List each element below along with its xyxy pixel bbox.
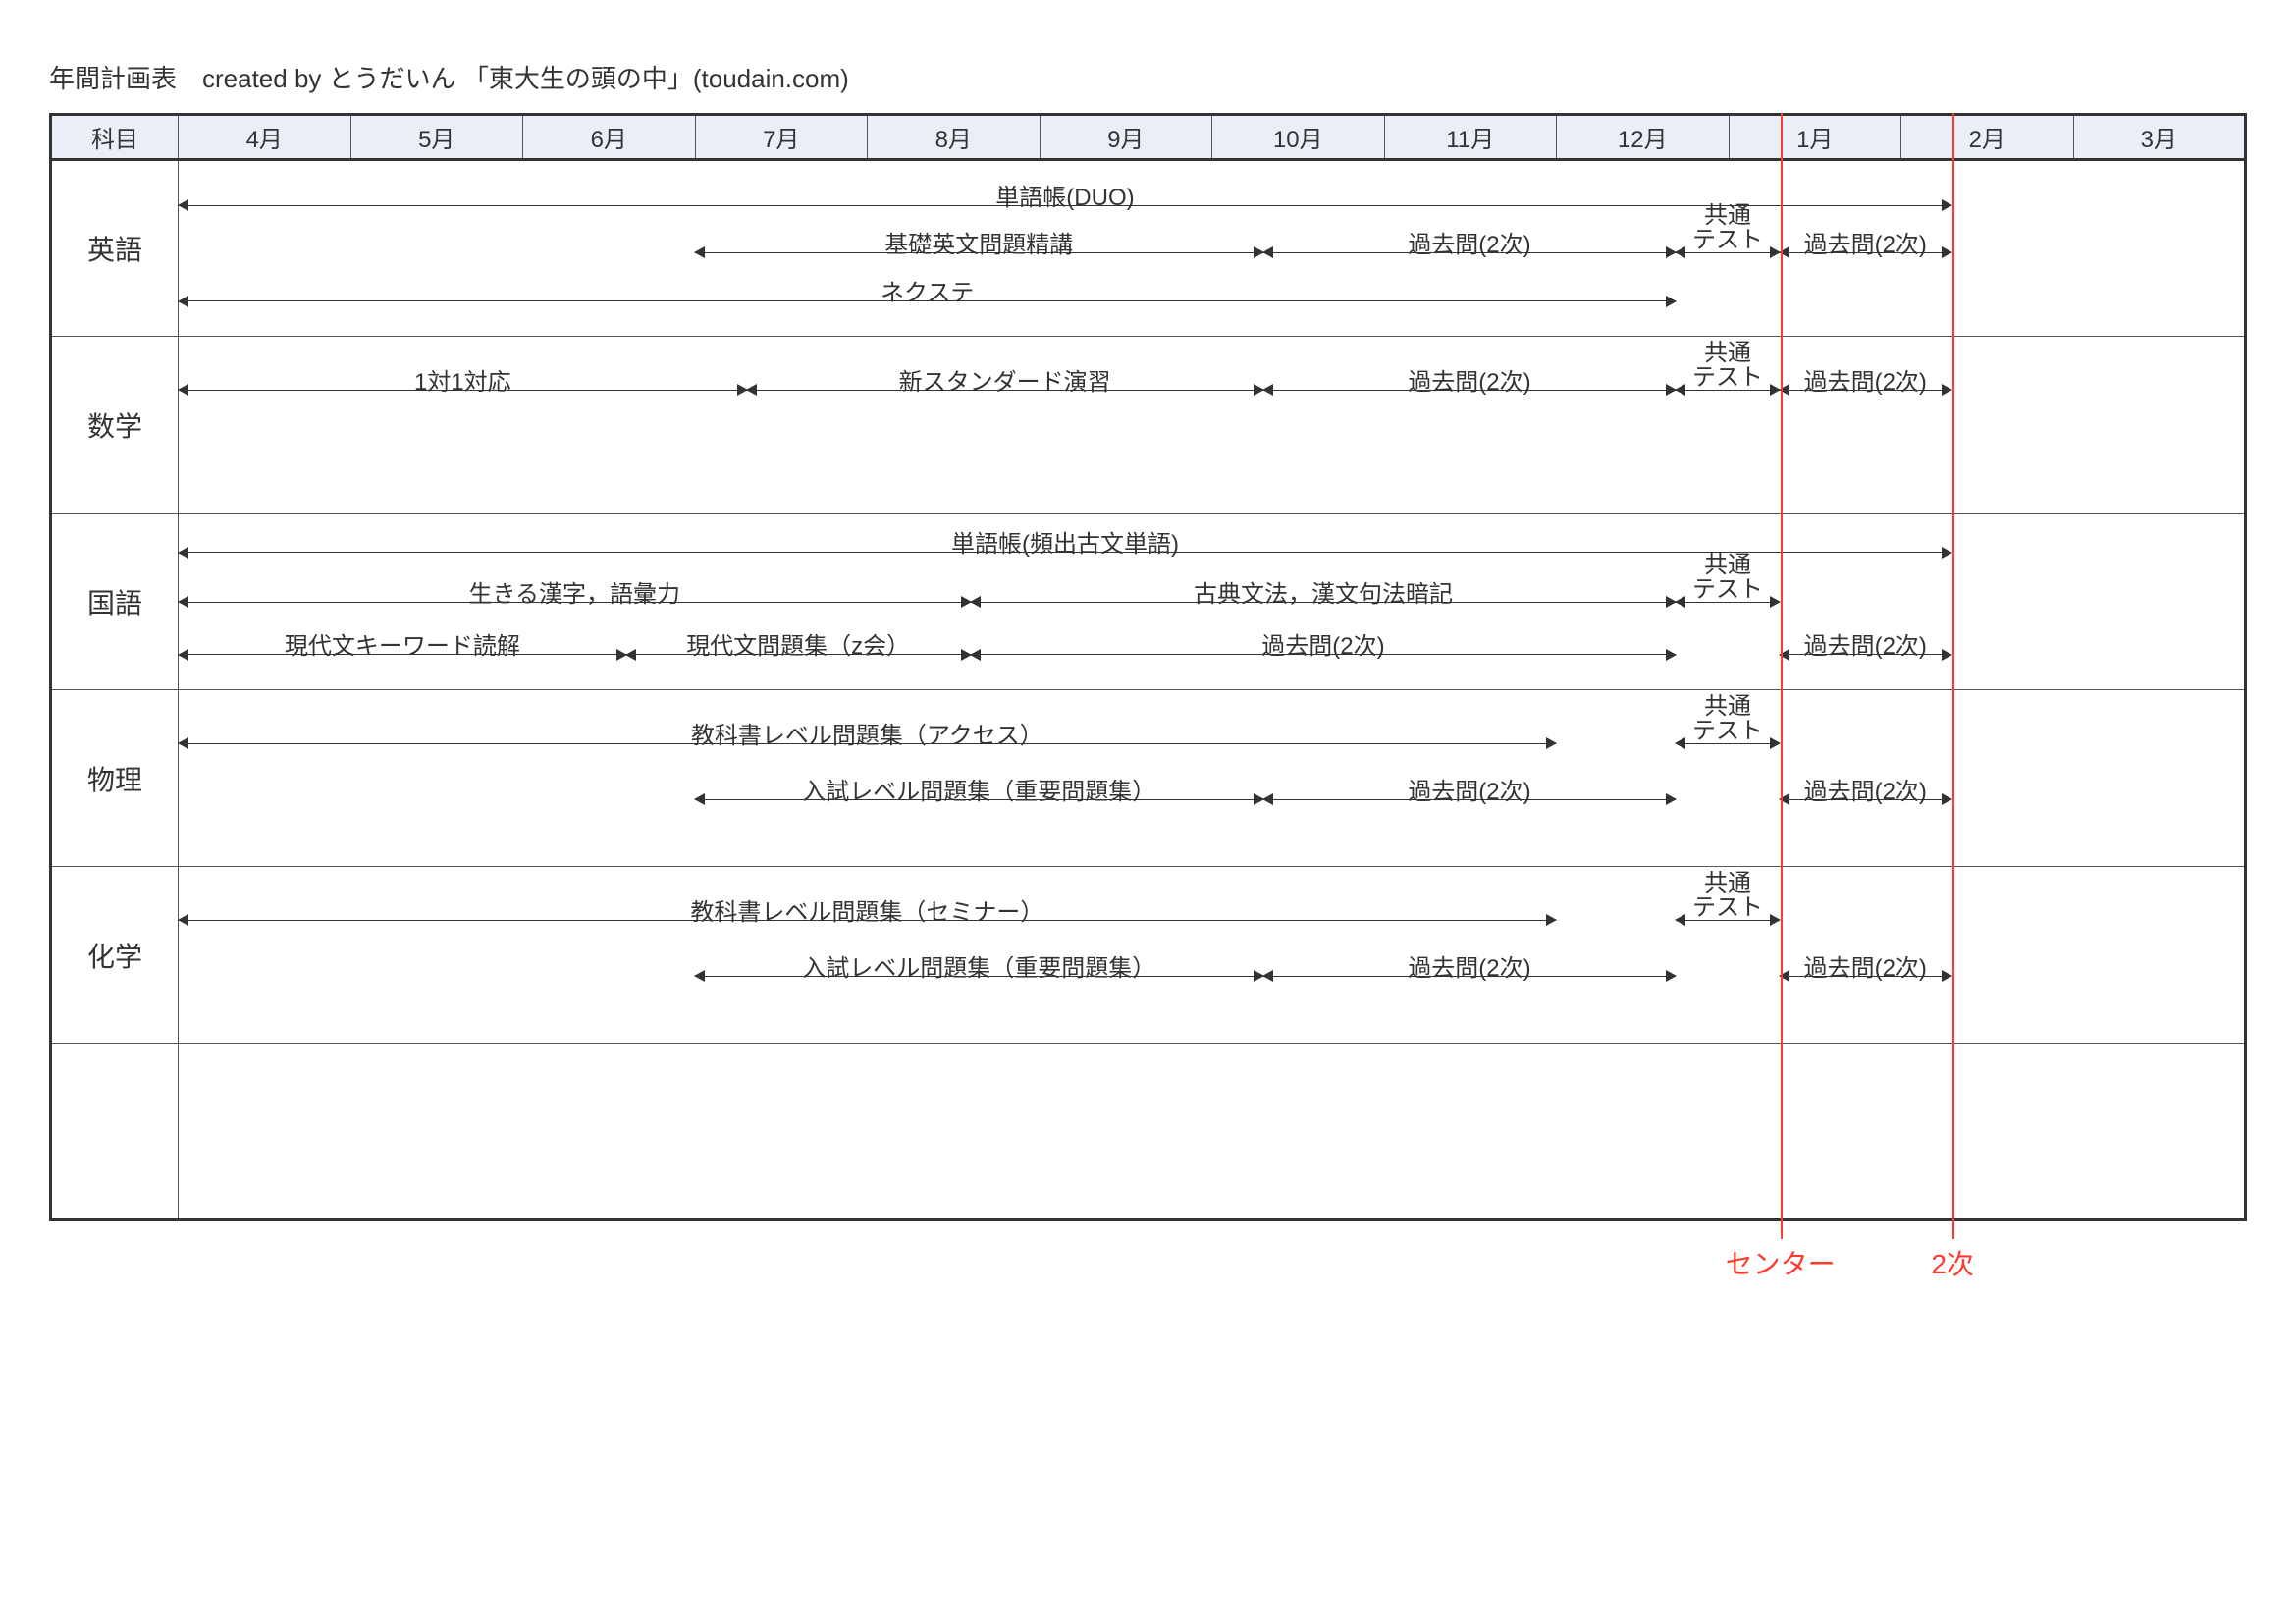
gantt-chart: 科目4月5月6月7月8月9月10月11月12月1月2月3月 英語単語帳(DUO)… [49, 113, 2247, 1221]
gantt-bar-label: 現代文キーワード読解 [285, 626, 520, 661]
gantt-bar-label: 過去問(2次) [1804, 225, 1927, 259]
gantt-bar-label: 過去問(2次) [1804, 948, 1927, 983]
subject-cell: 物理 [51, 690, 179, 867]
timeline-cell: 教科書レベル問題集（セミナー）共通テスト入試レベル問題集（重要問題集）過去問(2… [179, 867, 2246, 1044]
month-header: 4月 [179, 115, 351, 160]
gantt-bar: 教科書レベル問題集（アクセス） [179, 743, 1556, 744]
gantt-bar-label: 過去問(2次) [1804, 362, 1927, 397]
gantt-table: 科目4月5月6月7月8月9月10月11月12月1月2月3月 英語単語帳(DUO)… [49, 113, 2247, 1221]
header-row: 科目4月5月6月7月8月9月10月11月12月1月2月3月 [51, 115, 2246, 160]
gantt-bar: 過去問(2次) [1780, 654, 1951, 655]
gantt-bar: 過去問(2次) [1780, 390, 1951, 391]
gantt-bar-label: 入試レベル問題集（重要問題集） [802, 948, 1155, 983]
gantt-bar-label: 共通テスト [1692, 203, 1763, 252]
gantt-bar: 入試レベル問題集（重要問題集） [695, 799, 1263, 800]
gantt-bar-label: 共通テスト [1692, 871, 1763, 920]
gantt-bar-label: 過去問(2次) [1408, 948, 1530, 983]
gantt-bar: 共通テスト [1676, 252, 1779, 253]
gantt-bar: 過去問(2次) [1263, 976, 1677, 977]
gantt-bar: 生きる漢字，語彙力 [179, 602, 971, 603]
gantt-bar: 入試レベル問題集（重要問題集） [695, 976, 1263, 977]
month-header: 10月 [1212, 115, 1385, 160]
gantt-bar: 過去問(2次) [1263, 252, 1677, 253]
subject-cell: 国語 [51, 514, 179, 690]
timeline-cell [179, 1044, 2246, 1220]
month-header: 11月 [1384, 115, 1557, 160]
gantt-bar: 過去問(2次) [1263, 390, 1677, 391]
gantt-bar: 現代文キーワード読解 [179, 654, 626, 655]
gantt-bar-label: 入試レベル問題集（重要問題集） [802, 772, 1155, 806]
month-header: 3月 [2073, 115, 2246, 160]
month-header: 12月 [1557, 115, 1730, 160]
gantt-bar-label: 過去問(2次) [1408, 362, 1530, 397]
gantt-bar: 現代文問題集（z会） [626, 654, 971, 655]
subject-row: 物理教科書レベル問題集（アクセス）共通テスト入試レベル問題集（重要問題集）過去問… [51, 690, 2246, 867]
subject-cell: 英語 [51, 160, 179, 337]
gantt-bar-label: 単語帳(DUO) [995, 178, 1134, 212]
gantt-bar: 共通テスト [1676, 920, 1779, 921]
gantt-bar: 古典文法，漢文句法暗記 [971, 602, 1677, 603]
subject-row: 国語単語帳(頻出古文単語)生きる漢字，語彙力古典文法，漢文句法暗記共通テスト現代… [51, 514, 2246, 690]
gantt-bar: 過去問(2次) [1780, 976, 1951, 977]
gantt-bar-label: 過去問(2次) [1408, 772, 1530, 806]
gantt-bar-label: 過去問(2次) [1804, 772, 1927, 806]
month-header: 5月 [350, 115, 523, 160]
page-title: 年間計画表 created by とうだいん 「東大生の頭の中」(toudain… [49, 59, 2247, 95]
deadline-label: センター [1726, 1243, 1836, 1282]
gantt-bar-label: 過去問(2次) [1408, 225, 1530, 259]
timeline-cell: 単語帳(DUO)基礎英文問題精講過去問(2次)共通テスト過去問(2次)ネクステ [179, 160, 2246, 337]
gantt-bar: 過去問(2次) [971, 654, 1677, 655]
timeline-cell: 1対1対応新スタンダード演習過去問(2次)共通テスト過去問(2次) [179, 337, 2246, 514]
month-header: 2月 [1901, 115, 2074, 160]
deadline-line [1781, 113, 1783, 1239]
gantt-bar: 過去問(2次) [1780, 799, 1951, 800]
gantt-bar-label: 過去問(2次) [1261, 626, 1384, 661]
gantt-bar: 共通テスト [1676, 743, 1779, 744]
subject-header: 科目 [51, 115, 179, 160]
gantt-bar-label: 共通テスト [1692, 341, 1763, 390]
gantt-bar-label: 生きる漢字，語彙力 [469, 574, 681, 609]
gantt-bar-label: 現代文問題集（z会） [686, 626, 910, 661]
gantt-bar-label: 教科書レベル問題集（セミナー） [690, 893, 1043, 927]
subject-row: 化学教科書レベル問題集（セミナー）共通テスト入試レベル問題集（重要問題集）過去問… [51, 867, 2246, 1044]
gantt-bar: 共通テスト [1676, 390, 1779, 391]
gantt-bar-label: 基礎英文問題精講 [884, 225, 1073, 259]
month-header: 8月 [868, 115, 1041, 160]
deadline-label: 2次 [1931, 1243, 1974, 1282]
month-header: 1月 [1729, 115, 1901, 160]
gantt-bar-label: 教科書レベル問題集（アクセス） [691, 716, 1043, 750]
gantt-bar-label: 古典文法，漢文句法暗記 [1194, 574, 1453, 609]
subject-cell: 化学 [51, 867, 179, 1044]
deadline-line [1952, 113, 1954, 1239]
gantt-bar: 単語帳(DUO) [179, 205, 1951, 206]
gantt-bar: 過去問(2次) [1263, 799, 1677, 800]
gantt-bar-label: 1対1対応 [414, 362, 511, 397]
gantt-bar-label: 単語帳(頻出古文単語) [951, 524, 1179, 559]
month-header: 9月 [1040, 115, 1212, 160]
gantt-bar: 共通テスト [1676, 602, 1779, 603]
gantt-bar: 1対1対応 [179, 390, 747, 391]
timeline-cell: 単語帳(頻出古文単語)生きる漢字，語彙力古典文法，漢文句法暗記共通テスト現代文キ… [179, 514, 2246, 690]
subject-cell [51, 1044, 179, 1220]
gantt-bar: 基礎英文問題精講 [695, 252, 1263, 253]
subject-row: 数学1対1対応新スタンダード演習過去問(2次)共通テスト過去問(2次) [51, 337, 2246, 514]
gantt-bar: ネクステ [179, 300, 1676, 301]
timeline-cell: 教科書レベル問題集（アクセス）共通テスト入試レベル問題集（重要問題集）過去問(2… [179, 690, 2246, 867]
gantt-bar: 過去問(2次) [1780, 252, 1951, 253]
gantt-bar-label: ネクステ [881, 273, 974, 307]
subject-row [51, 1044, 2246, 1220]
gantt-bar-label: 共通テスト [1692, 694, 1763, 743]
gantt-bar-label: 過去問(2次) [1804, 626, 1927, 661]
month-header: 7月 [695, 115, 868, 160]
month-header: 6月 [523, 115, 696, 160]
subject-row: 英語単語帳(DUO)基礎英文問題精講過去問(2次)共通テスト過去問(2次)ネクス… [51, 160, 2246, 337]
gantt-bar-label: 新スタンダード演習 [899, 362, 1111, 397]
subject-cell: 数学 [51, 337, 179, 514]
gantt-bar: 新スタンダード演習 [747, 390, 1263, 391]
gantt-bar-label: 共通テスト [1692, 553, 1763, 602]
gantt-bar: 単語帳(頻出古文単語) [179, 552, 1951, 553]
gantt-bar: 教科書レベル問題集（セミナー） [179, 920, 1556, 921]
